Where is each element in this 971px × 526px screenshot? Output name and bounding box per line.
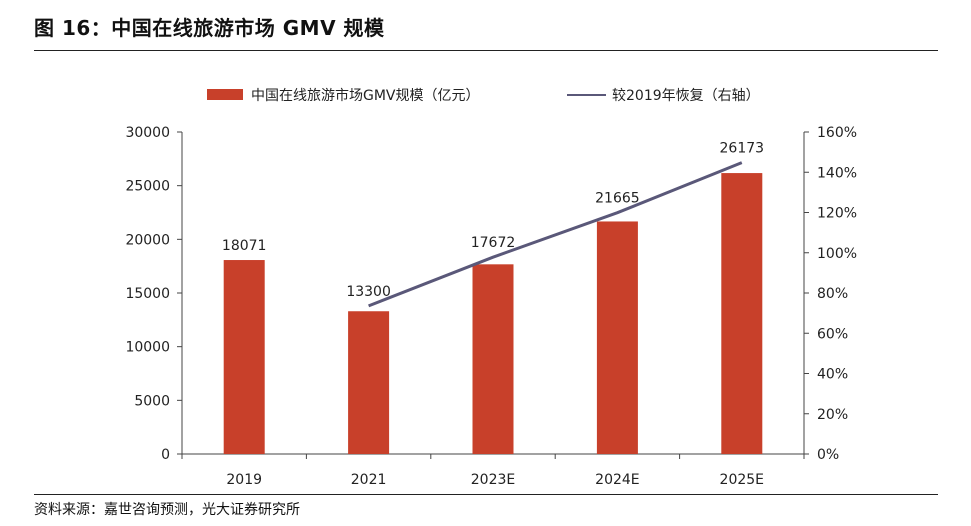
top-rule (34, 50, 938, 51)
bar (596, 221, 638, 454)
right-tick-label: 60% (817, 326, 848, 342)
legend: 中国在线旅游市场GMV规模（亿元） 较2019年恢复（右轴） (207, 87, 760, 104)
left-tick-label: 25000 (125, 179, 170, 195)
bar (348, 311, 390, 454)
x-tick-label: 2021 (351, 472, 387, 488)
right-tick-label: 160% (817, 125, 857, 141)
source-note: 资料来源：嘉世咨询预测，光大证券研究所 (34, 502, 300, 518)
bar (721, 173, 763, 454)
right-tick-label: 100% (817, 246, 857, 262)
legend-line-label: 较2019年恢复（右轴） (612, 87, 760, 104)
right-tick-label: 20% (817, 407, 848, 423)
bar-data-label: 21665 (595, 191, 640, 207)
right-tick-label: 120% (817, 206, 857, 222)
recovery-series-line (368, 161, 743, 308)
left-tick-label: 5000 (134, 393, 170, 409)
left-tick-label: 10000 (125, 340, 170, 356)
bar-data-label: 17672 (471, 235, 516, 251)
right-tick-label: 0% (817, 447, 839, 463)
x-tick-label: 2024E (595, 472, 639, 488)
x-tick-label: 2023E (471, 472, 515, 488)
bars (223, 173, 763, 454)
legend-bar-label: 中国在线旅游市场GMV规模（亿元） (251, 87, 480, 104)
x-tick-label: 2019 (226, 472, 262, 488)
bar-data-label: 26173 (720, 141, 765, 157)
data-labels: 18071 13300 17672 21665 26173 (222, 141, 764, 300)
left-tick-label: 0 (161, 447, 170, 463)
axes: 0 5000 10000 15000 20000 25000 30000 0% 20% 40% 60… (125, 125, 857, 488)
right-tick-label: 40% (817, 367, 848, 383)
left-tick-label: 30000 (125, 125, 170, 141)
left-tick-label: 20000 (125, 232, 170, 248)
right-tick-label: 80% (817, 286, 848, 302)
bottom-rule (34, 494, 938, 495)
left-tick-label: 15000 (125, 286, 170, 302)
recovery-line (368, 161, 743, 308)
bar (223, 260, 265, 454)
bar-data-label: 18071 (222, 238, 267, 254)
legend-bar-swatch (207, 89, 243, 100)
x-tick-label: 2025E (720, 472, 764, 488)
bar (472, 264, 514, 454)
bar-data-label: 13300 (346, 284, 391, 300)
figure-title: 图 16：中国在线旅游市场 GMV 规模 (34, 16, 385, 40)
right-tick-label: 140% (817, 165, 857, 181)
